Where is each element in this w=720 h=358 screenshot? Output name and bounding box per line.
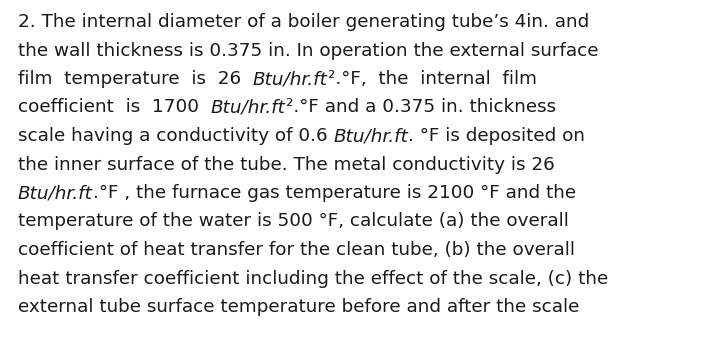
Text: .°F , the furnace gas temperature is 2100 °F and the: .°F , the furnace gas temperature is 210… — [93, 184, 576, 202]
Text: Btu/hr.ft: Btu/hr.ft — [211, 98, 286, 116]
Text: temperature of the water is 500 °F, calculate (a) the overall: temperature of the water is 500 °F, calc… — [18, 213, 569, 231]
Text: film  temperature  is  26: film temperature is 26 — [18, 70, 253, 88]
Text: Btu/hr.ft: Btu/hr.ft — [253, 70, 328, 88]
Text: heat transfer coefficient including the effect of the scale, (c) the: heat transfer coefficient including the … — [18, 270, 608, 287]
Text: ².°F and a 0.375 in. thickness: ².°F and a 0.375 in. thickness — [286, 98, 556, 116]
Text: 2. The internal diameter of a boiler generating tube’s 4in. and: 2. The internal diameter of a boiler gen… — [18, 13, 589, 31]
Text: the inner surface of the tube. The metal conductivity is 26: the inner surface of the tube. The metal… — [18, 155, 554, 174]
Text: Btu/hr.ft: Btu/hr.ft — [18, 184, 93, 202]
Text: the wall thickness is 0.375 in. In operation the external surface: the wall thickness is 0.375 in. In opera… — [18, 42, 598, 59]
Text: scale having a conductivity of 0.6: scale having a conductivity of 0.6 — [18, 127, 333, 145]
Text: coefficient  is  1700: coefficient is 1700 — [18, 98, 211, 116]
Text: ².°F,  the  internal  film: ².°F, the internal film — [328, 70, 536, 88]
Text: external tube surface temperature before and after the scale: external tube surface temperature before… — [18, 298, 580, 316]
Text: . °F is deposited on: . °F is deposited on — [408, 127, 585, 145]
Text: Btu/hr.ft: Btu/hr.ft — [333, 127, 408, 145]
Text: coefficient of heat transfer for the clean tube, (b) the overall: coefficient of heat transfer for the cle… — [18, 241, 575, 259]
